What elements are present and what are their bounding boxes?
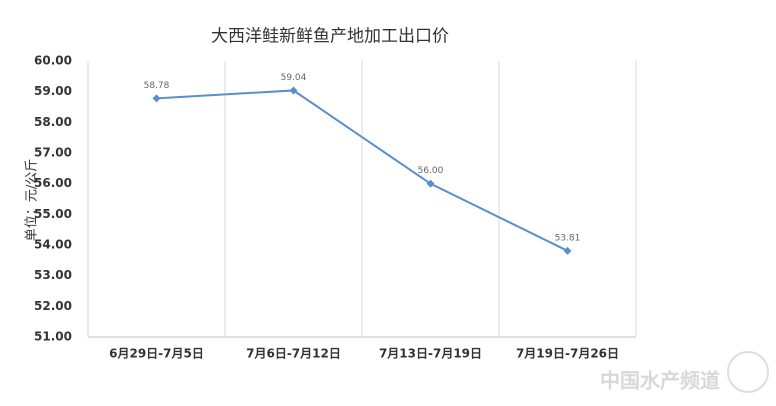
chart-title: 大西洋鲑新鲜鱼产地加工出口价 [211, 27, 449, 47]
line [156, 89, 568, 252]
x-tick-label: 7月13日-7月19日 [379, 347, 482, 361]
y-axis-label: 单位：元/公斤 [25, 159, 40, 241]
x-tick-label: 7月19日-7月26日 [516, 347, 619, 361]
data-label: 53.81 [555, 233, 581, 243]
y-tick-label: 56.00 [34, 176, 72, 190]
marker [426, 179, 435, 188]
marker [289, 86, 298, 95]
y-tick-label: 59.00 [34, 84, 72, 98]
y-tick-label: 55.00 [34, 207, 72, 221]
watermark: 中国水产频道 [600, 369, 720, 393]
marker [152, 94, 161, 103]
x-tick-label: 6月29日-7月5日 [109, 347, 204, 361]
data-label: 56.00 [418, 166, 444, 176]
y-tick-label: 54.00 [34, 238, 72, 252]
x-tick-label: 7月6日-7月12日 [246, 347, 341, 361]
data-label: 59.04 [281, 73, 307, 83]
y-tick-label: 58.00 [34, 115, 72, 129]
marker [563, 246, 572, 255]
y-tick-label: 53.00 [34, 268, 72, 282]
watermark-logo [727, 351, 769, 393]
y-tick-label: 52.00 [34, 299, 72, 313]
data-label: 58.78 [144, 81, 170, 91]
y-tick-label: 60.00 [34, 54, 72, 68]
y-tick-label: 51.00 [34, 330, 72, 344]
y-tick-label: 57.00 [34, 146, 72, 160]
